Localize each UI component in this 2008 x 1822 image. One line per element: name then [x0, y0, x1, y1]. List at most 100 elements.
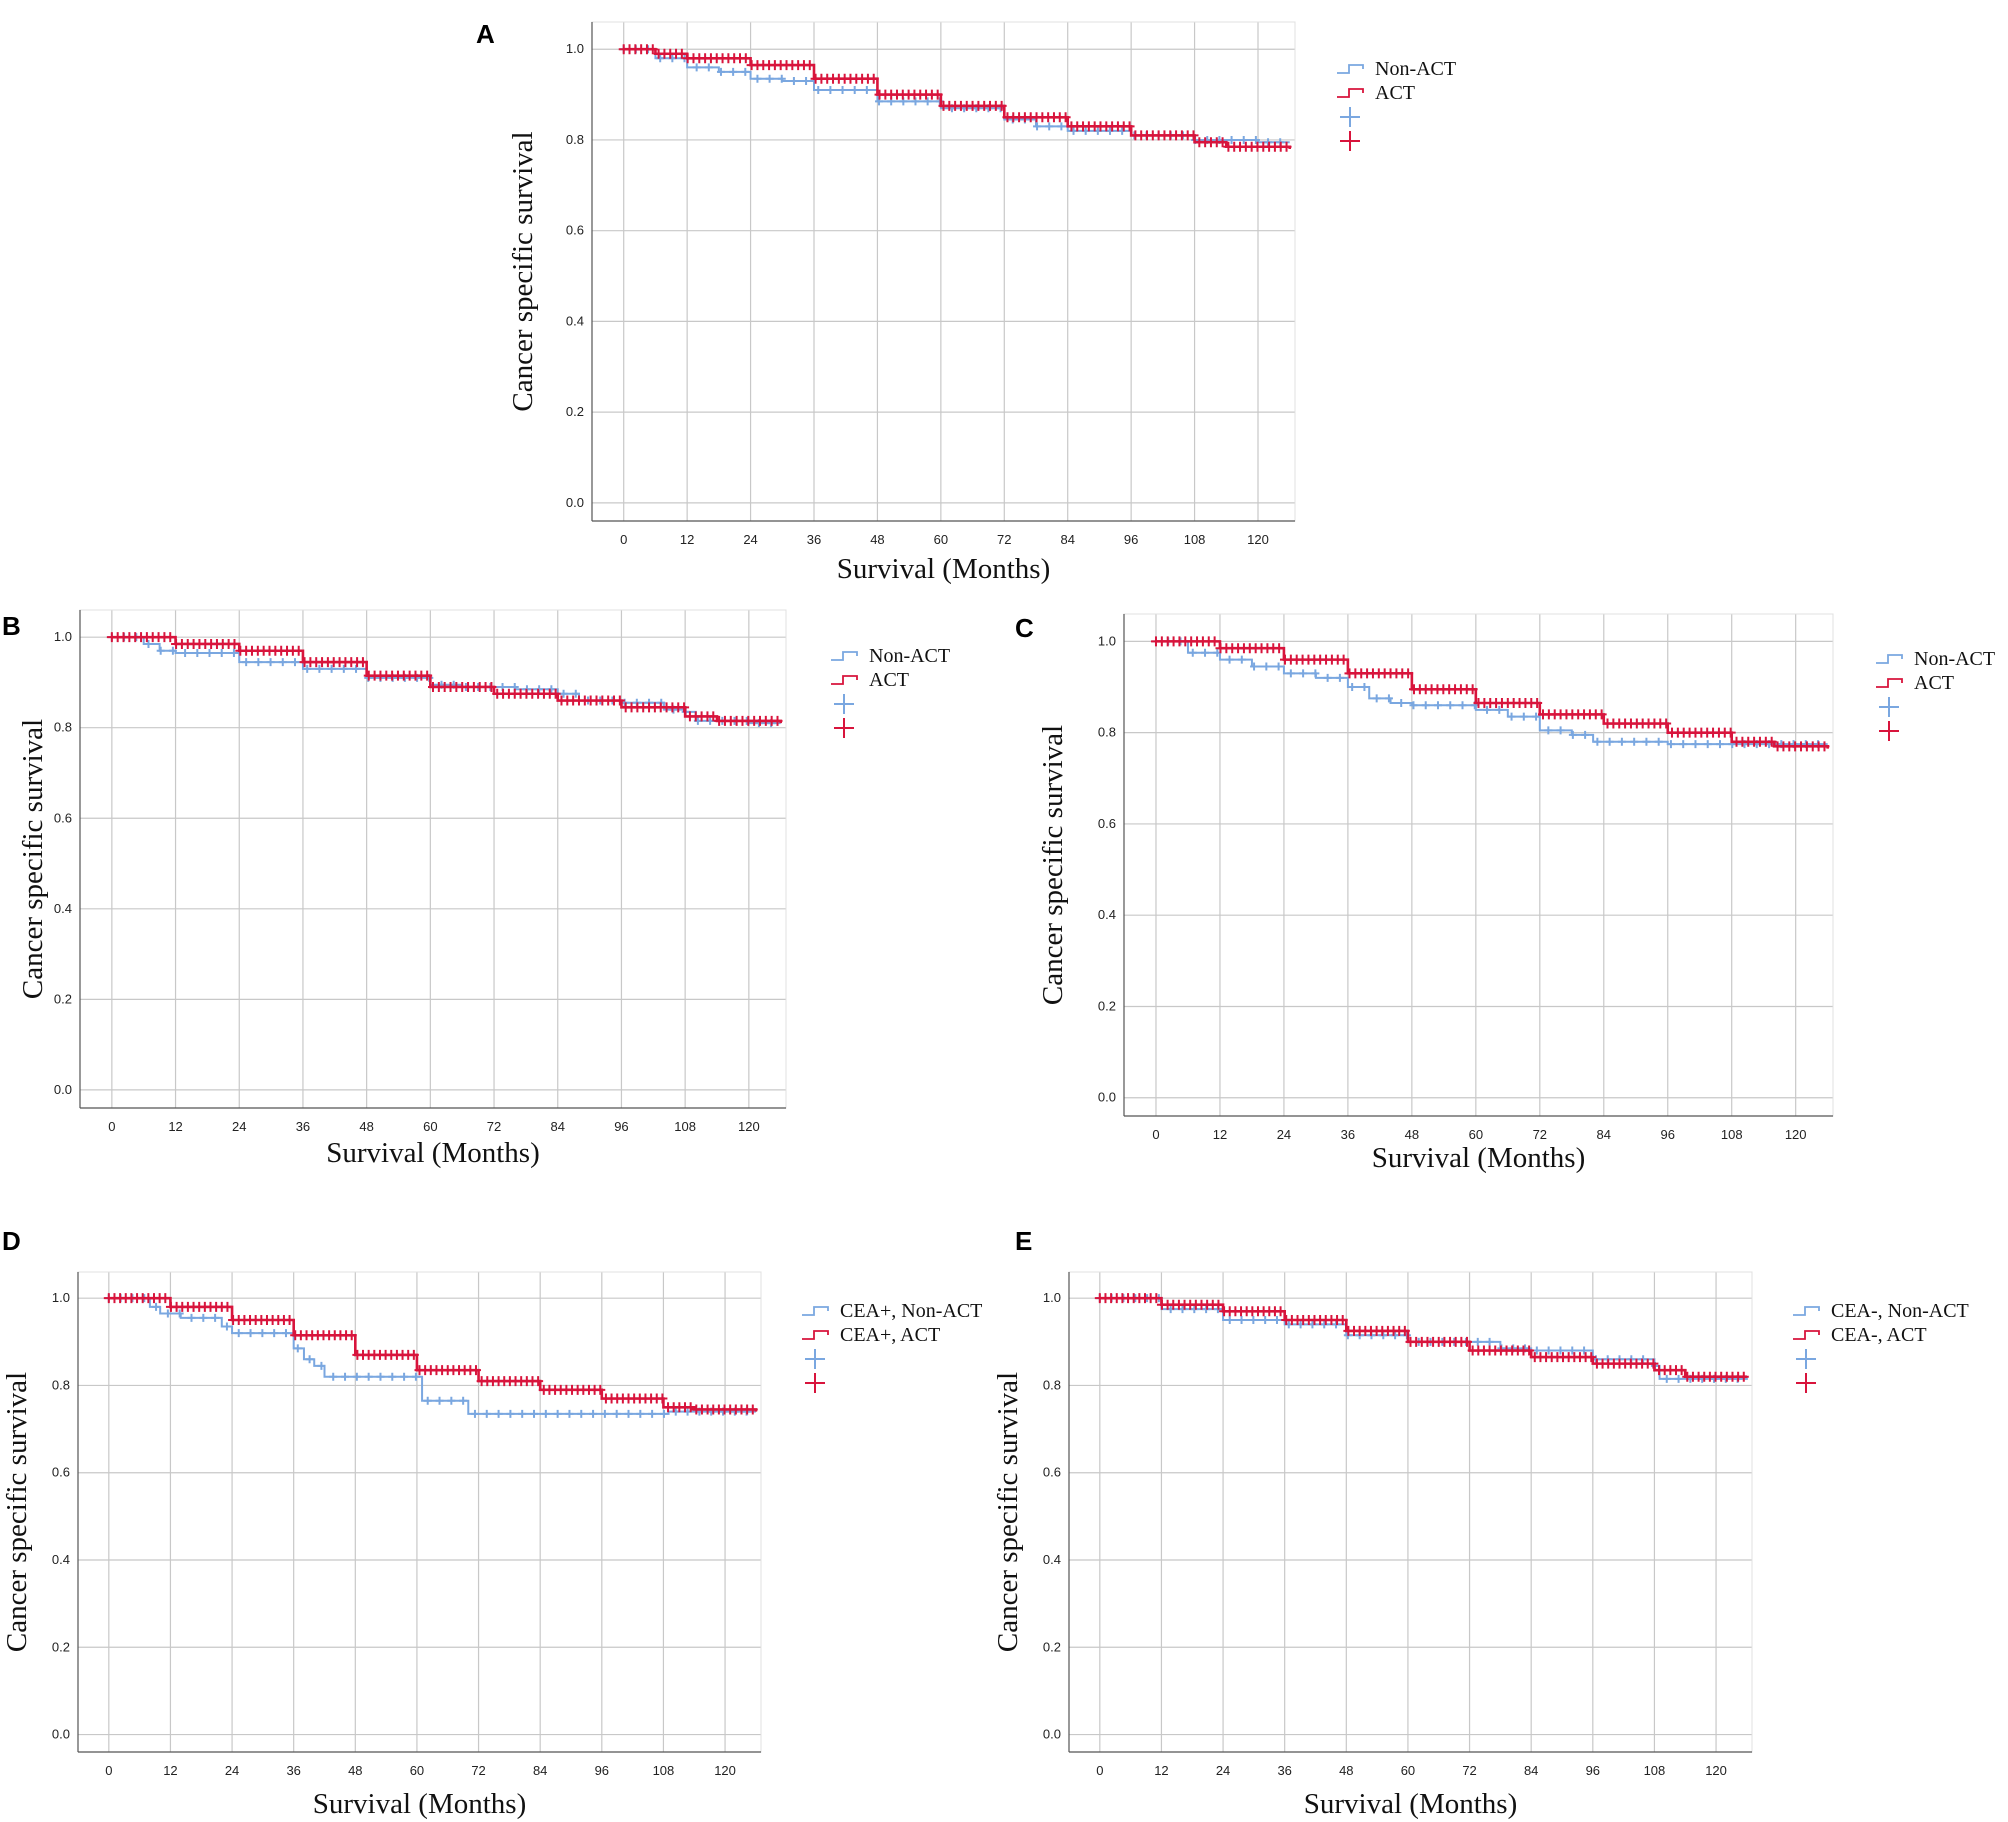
censor-mark	[1190, 1305, 1199, 1314]
y-tick-label: 0.8	[52, 1377, 70, 1392]
step-line-icon	[1876, 654, 1903, 664]
censor-mark	[1819, 741, 1830, 752]
censor-mark	[1239, 135, 1248, 144]
y-tick-label: 0.4	[1098, 907, 1116, 922]
censor-mark	[1679, 740, 1688, 749]
censor-mark	[144, 639, 153, 648]
step-line-icon	[1337, 88, 1364, 98]
y-tick-label: 0.0	[1043, 1727, 1061, 1742]
x-tick-label: 48	[348, 1763, 362, 1778]
censor-mark	[729, 67, 738, 76]
censor-mark	[535, 685, 544, 694]
x-tick-label: 108	[653, 1763, 675, 1778]
x-tick-label: 120	[738, 1119, 760, 1134]
censor-mark	[1403, 668, 1414, 679]
censor-mark	[1532, 697, 1543, 708]
censor-mark	[346, 1330, 357, 1341]
censor-mark	[423, 1396, 432, 1405]
censor-plus-icon	[805, 1349, 825, 1369]
censor-mark	[422, 670, 433, 681]
x-tick-label: 0	[108, 1119, 115, 1134]
censor-mark	[1372, 694, 1381, 703]
censor-mark	[1379, 1331, 1388, 1340]
censor-mark	[1337, 1315, 1348, 1325]
x-axis-title: Survival (Months)	[326, 1137, 539, 1169]
censor-mark	[656, 54, 665, 63]
censor-mark	[1725, 727, 1736, 738]
survival-curve-non-act	[1099, 1297, 1748, 1380]
censor-mark	[1033, 122, 1042, 131]
censor-mark	[246, 1329, 255, 1338]
censor-mark	[1532, 1346, 1541, 1355]
censor-mark	[1580, 1346, 1589, 1355]
censor-mark	[1642, 737, 1651, 746]
step-line-icon	[831, 675, 858, 685]
censor-mark	[741, 67, 750, 76]
censor-mark	[266, 658, 275, 667]
censor-mark	[341, 1372, 350, 1381]
censor-mark	[229, 649, 238, 658]
x-tick-label: 48	[359, 1119, 373, 1134]
x-tick-label: 36	[296, 1119, 310, 1134]
censor-mark	[850, 86, 859, 95]
step-line-icon	[802, 1330, 829, 1340]
censor-mark	[281, 1329, 290, 1338]
x-tick-label: 48	[1339, 1763, 1353, 1778]
censor-mark	[1507, 712, 1516, 721]
survival-curve-non-act	[1155, 640, 1828, 746]
legend-label: Non-ACT	[1914, 648, 1995, 670]
x-tick-label: 24	[743, 532, 757, 547]
censor-mark	[1299, 669, 1308, 678]
y-tick-label: 0.4	[566, 313, 584, 328]
censor-mark	[1691, 740, 1700, 749]
x-tick-label: 0	[620, 532, 627, 547]
censor-mark	[647, 44, 658, 55]
censor-mark	[911, 97, 920, 106]
x-tick-label: 0	[1096, 1763, 1103, 1778]
censor-mark	[1524, 1345, 1535, 1356]
x-tick-label: 24	[1216, 1763, 1230, 1778]
panel-label: B	[2, 611, 21, 641]
legend-label: ACT	[1375, 82, 1415, 104]
censor-mark	[193, 649, 202, 658]
censor-mark	[814, 86, 823, 95]
y-tick-label: 0.6	[1098, 816, 1116, 831]
censor-mark	[679, 702, 690, 713]
censor-mark	[168, 646, 177, 655]
y-tick-label: 0.8	[1043, 1377, 1061, 1392]
panel-label: C	[1015, 613, 1034, 643]
x-tick-label: 60	[423, 1119, 437, 1134]
x-tick-label: 72	[997, 532, 1011, 547]
censor-mark	[486, 681, 497, 692]
censor-mark	[217, 649, 226, 658]
censor-mark	[1648, 1358, 1659, 1369]
censor-mark	[1738, 1371, 1749, 1382]
survival-curve-non-act	[623, 48, 1290, 144]
censor-mark	[1274, 643, 1285, 654]
censor-mark	[704, 63, 713, 72]
x-tick-label: 120	[714, 1763, 736, 1778]
censor-mark	[747, 1404, 758, 1415]
x-tick-label: 108	[1721, 1127, 1743, 1142]
censor-mark	[740, 53, 751, 64]
censor-mark	[1674, 1374, 1683, 1383]
y-tick-label: 0.6	[566, 223, 584, 238]
x-tick-label: 24	[232, 1119, 246, 1134]
survival-curve-act	[108, 1296, 758, 1412]
x-tick-label: 0	[1152, 1127, 1159, 1142]
censor-mark	[1249, 1316, 1258, 1324]
censor-mark	[804, 60, 815, 71]
censor-mark	[242, 658, 251, 667]
censor-mark	[1568, 1346, 1577, 1355]
survival-curve-non-act	[108, 1297, 756, 1415]
x-tick-label: 12	[163, 1763, 177, 1778]
censor-mark	[1433, 701, 1442, 710]
x-tick-label: 48	[870, 532, 884, 547]
censor-plus-icon	[805, 1373, 825, 1393]
legend-label: Non-ACT	[869, 645, 950, 667]
censor-mark	[577, 1409, 586, 1418]
censor-mark	[589, 1409, 598, 1418]
censor-mark	[1532, 712, 1541, 721]
